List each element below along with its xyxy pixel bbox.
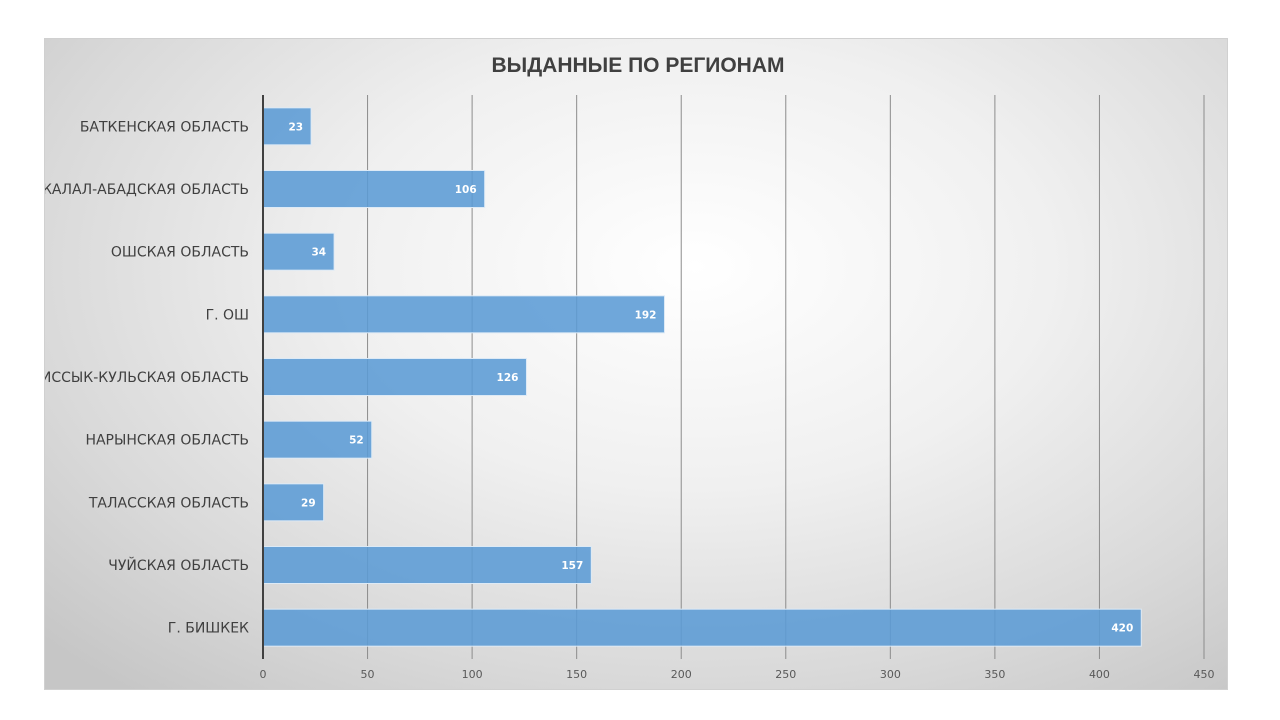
category-label: НАРЫНСКАЯ ОБЛАСТЬ xyxy=(85,433,249,449)
category-label: ОШСКАЯ ОБЛАСТЬ xyxy=(111,245,249,261)
bar xyxy=(262,107,312,146)
chart-title: ВЫДАННЫЕ ПО РЕГИОНАМ xyxy=(491,54,784,77)
category-label: Г. ОШ xyxy=(206,307,249,323)
bar xyxy=(262,608,1142,647)
category-label: ЧУЙСКАЯ ОБЛАСТЬ xyxy=(108,556,249,574)
bar xyxy=(262,170,486,208)
x-tick-label: 300 xyxy=(880,668,901,681)
data-label: 157 xyxy=(561,560,583,572)
x-tick-label: 200 xyxy=(671,668,692,681)
data-label: 420 xyxy=(1111,623,1133,635)
bar xyxy=(262,546,592,584)
category-label: БАТКЕНСКАЯ ОБЛАСТЬ xyxy=(80,119,249,135)
data-label: 106 xyxy=(455,184,477,196)
category-label: ТАЛАССКАЯ ОБЛАСТЬ xyxy=(88,495,249,511)
chart-area: ВЫДАННЫЕ ПО РЕГИОНАМ 0 50 100 150 200 250 300 3… xyxy=(44,38,1228,690)
bar xyxy=(262,232,335,271)
data-label: 126 xyxy=(497,372,519,384)
category-label: Г. БИШКЕК xyxy=(168,621,249,637)
bar-chart: ВЫДАННЫЕ ПО РЕГИОНАМ 0 50 100 150 200 250 300 3… xyxy=(45,54,1215,681)
data-label: 52 xyxy=(349,435,364,447)
category-label: ЖАЛАЛ-АБАДСКАЯ ОБЛАСТЬ xyxy=(45,182,249,198)
bar xyxy=(262,295,665,334)
bars xyxy=(262,107,1142,647)
data-label: 29 xyxy=(301,497,316,509)
x-tick-label: 0 xyxy=(260,668,267,681)
bar xyxy=(262,483,325,522)
x-tick-label: 250 xyxy=(775,668,796,681)
category-label: ИССЫК-КУЛЬСКАЯ ОБЛАСТЬ xyxy=(45,370,249,386)
data-label: 23 xyxy=(288,121,303,133)
x-tick-label: 150 xyxy=(566,668,587,681)
bar xyxy=(262,358,527,396)
x-tick-label: 450 xyxy=(1194,668,1215,681)
data-label: 34 xyxy=(311,247,326,259)
x-tick-label: 400 xyxy=(1089,668,1110,681)
x-tick-label: 100 xyxy=(462,668,483,681)
labels: 0 50 100 150 200 250 300 350 400 450 БАТКЕНСКАЯ ОБ… xyxy=(45,95,1215,681)
x-tick-label: 50 xyxy=(361,668,375,681)
data-label: 192 xyxy=(635,309,657,321)
x-tick-label: 350 xyxy=(984,668,1005,681)
